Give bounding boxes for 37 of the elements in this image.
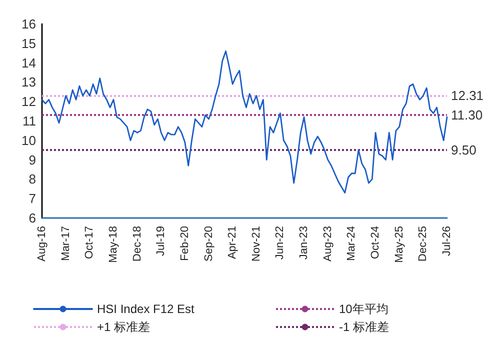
x-tick-label: Oct-24 [370, 226, 382, 260]
x-tick-label: Mar-24 [346, 226, 358, 261]
legend-label: HSI Index F12 Est [97, 302, 196, 316]
x-tick-label: Aug-16 [36, 226, 48, 262]
y-tick-label: 10 [22, 132, 36, 148]
line-series [41, 50, 448, 194]
y-tick-label: 12 [22, 94, 36, 110]
x-tick-label: May-18 [107, 226, 120, 263]
legend-label: -1 标准差 [339, 320, 390, 334]
y-tick-label: 8 [28, 172, 36, 187]
y-tick-label: 6 [28, 210, 36, 226]
y-tick-label: 14 [22, 55, 36, 70]
x-tick-label: Jul-26 [441, 226, 453, 256]
y-tick-label: 13 [22, 74, 36, 90]
y-tick-label: 9 [28, 152, 36, 168]
x-tick-label: Apr-21 [226, 226, 239, 260]
x-tick-label: Sep-20 [202, 226, 215, 262]
x-tick-label: Mar-17 [60, 226, 72, 261]
legend-label: 10年平均 [339, 302, 388, 316]
x-tick-label: Jan-23 [298, 226, 310, 260]
text: 12.31 [451, 88, 484, 104]
y-tick-label: 16 [22, 16, 36, 32]
x-tick-label: Oct-17 [84, 226, 96, 260]
x-tick-label: Dec-25 [417, 226, 430, 262]
text: 11.30 [451, 108, 483, 123]
y-tick-label: 15 [22, 36, 36, 51]
x-tick-label: Jul-19 [155, 226, 168, 256]
y-tick-label: 11 [22, 114, 36, 128]
x-tick-label: Feb-20 [178, 226, 191, 261]
x-tick-label: May-25 [393, 226, 406, 263]
text: 9.50 [451, 142, 476, 158]
x-tick-label: Jun-22 [274, 226, 286, 260]
legend-label: +1 标准差 [97, 320, 150, 334]
x-tick-label: Aug-23 [322, 226, 334, 262]
x-tick-label: Nov-21 [250, 226, 262, 262]
x-tick-label: Dec-18 [131, 226, 144, 262]
y-tick-label: 7 [28, 191, 36, 206]
